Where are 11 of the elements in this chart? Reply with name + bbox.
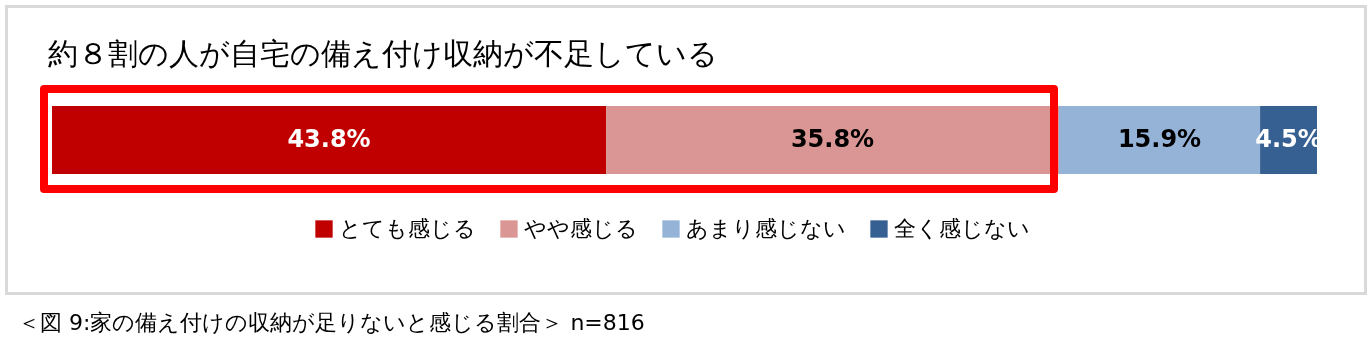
data-label: 35.8% (790, 125, 875, 153)
data-label: 15.9% (1117, 125, 1202, 153)
chart-title: 約８割の人が自宅の備え付け収納が不足している (48, 36, 718, 71)
legend-label: あまり感じない (686, 216, 846, 241)
text: ＜図 9:家の備え付けの収納が足りないと感じる割合＞ n=816 (18, 309, 645, 337)
data-label: 43.8% (287, 125, 371, 153)
legend-label: とても感じる (339, 216, 476, 241)
legend-label: やや感じる (524, 216, 638, 241)
bar (52, 106, 607, 174)
legend-label: 全く感じない (894, 216, 1030, 241)
bar (606, 106, 1059, 174)
